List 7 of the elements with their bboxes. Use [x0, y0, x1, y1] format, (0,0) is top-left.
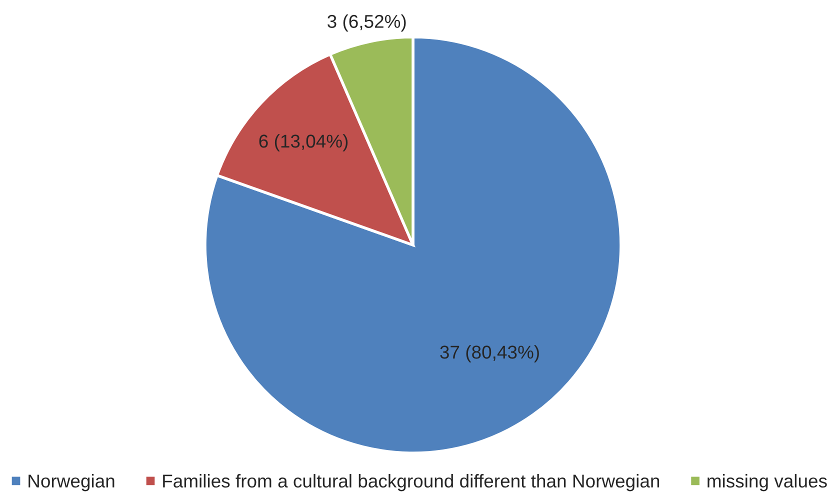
- data-label: 3 (6,52%): [328, 14, 406, 32]
- legend-label: missing values: [708, 474, 827, 492]
- data-label: 37 (80,43%): [440, 345, 539, 362]
- legend-label: Families from a cultural background different than Norwegian: [163, 474, 660, 492]
- pie-slice: [204, 36, 622, 454]
- legend-label: Norwegian: [28, 474, 114, 492]
- data-label: 6 (13,04%): [259, 134, 348, 152]
